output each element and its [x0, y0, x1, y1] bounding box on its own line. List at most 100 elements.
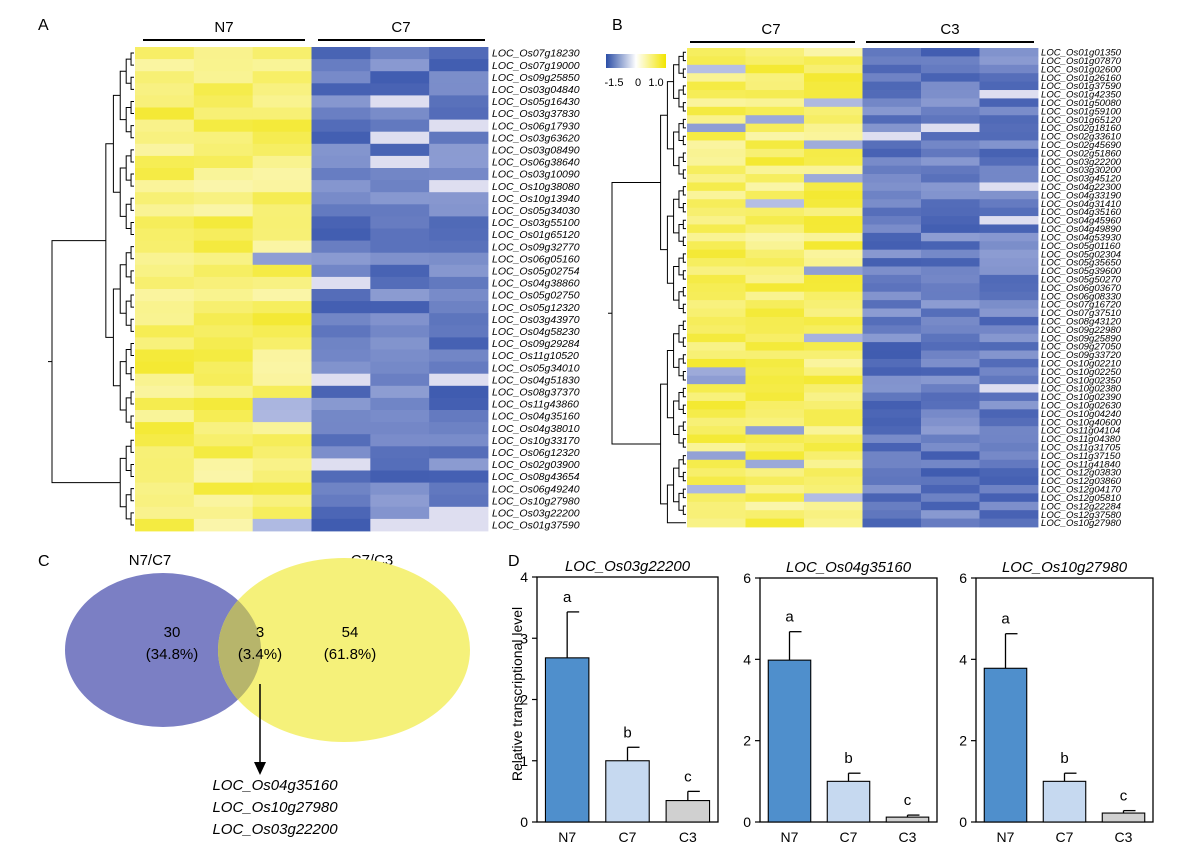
gene-label: LOC_Os10g02390 [1041, 392, 1122, 403]
heatmap-cell [745, 73, 805, 83]
heatmap-cell [252, 204, 312, 217]
heatmap-cell [135, 289, 195, 302]
heatmap-cell [979, 350, 1039, 360]
heatmap-cell [804, 476, 863, 486]
heatmap-cell [862, 493, 922, 503]
gene-label: LOC_Os05g12320 [492, 302, 580, 314]
gene-label: LOC_Os04g49890 [1041, 224, 1122, 235]
heatmap-cell [311, 446, 371, 459]
significance-letter: c [1120, 788, 1128, 805]
heatmap-cell [979, 308, 1039, 318]
heatmap-cell [193, 325, 254, 338]
heatmap-cell [804, 115, 863, 125]
x-category-label: C3 [679, 829, 697, 845]
heatmap-cell [311, 131, 371, 145]
heatmap-cell [745, 291, 805, 301]
gene-label: LOC_Os11g41840 [1041, 459, 1121, 470]
heatmap-cell [687, 106, 746, 116]
heatmap-cell [429, 470, 489, 483]
heatmap-cell [193, 289, 254, 302]
gene-label: LOC_Os06g38640 [492, 157, 580, 169]
heatmap-cell [862, 64, 922, 74]
heatmap-cell [135, 107, 195, 120]
heatmap-cell [135, 240, 195, 254]
heatmap-cell [921, 123, 980, 133]
heatmap-cell [311, 252, 371, 266]
venn-mid-count: 3 [256, 624, 264, 641]
heatmap-cell [429, 216, 489, 229]
heatmap-cell [921, 216, 980, 225]
heatmap-cell [921, 442, 980, 452]
gene-label: LOC_Os01g65120 [492, 229, 580, 241]
heatmap-cell [135, 325, 195, 338]
heatmap-cell [311, 397, 371, 411]
heatmap-cell [252, 240, 312, 254]
bar [1042, 780, 1087, 823]
heatmap-cell [745, 241, 805, 251]
heatmap-cell [862, 501, 922, 511]
heatmap-cell [135, 410, 195, 423]
heatmap-cell [687, 157, 746, 167]
heatmap-cell [311, 216, 371, 229]
heatmap-cell [979, 325, 1039, 335]
heatmap-cell [311, 301, 371, 314]
heatmap-cell [687, 232, 746, 242]
venn-arrow-head [254, 762, 266, 775]
heatmap-cell [135, 95, 195, 108]
heatmap-cell [804, 64, 863, 74]
gene-label: LOC_Os05g01160 [1041, 241, 1121, 252]
heatmap-cell [252, 385, 312, 399]
heatmap-cell [193, 83, 254, 96]
bar-chart-3: LOC_Os10g27980 0 2 4 6 a N7 b C7 c C3 [959, 559, 1154, 845]
heatmap-cell [862, 333, 922, 343]
gene-label: LOC_Os12g05810 [1041, 493, 1122, 504]
heatmap-cell [804, 81, 863, 91]
heatmap-cell [429, 155, 489, 169]
heatmap-cell [135, 361, 195, 375]
heatmap-cell [979, 132, 1039, 141]
heatmap-cell [804, 316, 863, 326]
heatmap-cell [252, 131, 312, 145]
heatmap-cell [745, 316, 805, 326]
y-tick-label: 2 [520, 692, 528, 708]
heatmap-cell [862, 468, 922, 477]
heatmap-cell [804, 384, 863, 393]
heatmap-cell [370, 458, 430, 471]
heatmap-cell [135, 506, 195, 520]
heatmap-cell [862, 375, 922, 385]
heatmap-cell [979, 518, 1039, 528]
heatmap-cell [921, 266, 980, 276]
heatmap-cell [135, 313, 195, 326]
significance-letter: a [785, 609, 794, 626]
heatmap-cell [979, 182, 1039, 192]
heatmap-cell [979, 392, 1039, 402]
heatmap-cell [193, 313, 254, 326]
heatmap-cell [135, 59, 195, 72]
heatmap-cell [429, 192, 489, 205]
heatmap-cell [745, 434, 805, 444]
gene-label: LOC_Os06g03670 [1041, 283, 1122, 294]
heatmap-cell [921, 241, 980, 251]
heatmap-cell [862, 417, 922, 427]
heatmap-cell [745, 426, 805, 435]
heatmap-cell [745, 442, 805, 452]
heatmap-cell [745, 48, 805, 57]
heatmap-cell [979, 266, 1039, 276]
x-category-label: C3 [899, 829, 917, 845]
heatmap-cell [804, 451, 863, 461]
gene-label: LOC_Os05g16430 [492, 96, 580, 108]
heatmap-a-gene-labels: LOC_Os07g18230LOC_Os07g19000LOC_Os09g258… [492, 48, 580, 532]
y-tick-label: 2 [743, 733, 751, 749]
heatmap-cell [862, 190, 922, 200]
heatmap-cell [687, 123, 746, 133]
bar [544, 657, 590, 823]
heatmap-cell [862, 106, 922, 116]
heatmap-cell [135, 83, 195, 96]
heatmap-cell [979, 98, 1039, 108]
heatmap-cell [804, 493, 863, 503]
heatmap-cell [311, 337, 371, 350]
heatmap-cell [979, 283, 1039, 293]
heatmap-cell [979, 106, 1039, 116]
heatmap-cell [921, 409, 980, 419]
heatmap-cell [370, 143, 430, 157]
